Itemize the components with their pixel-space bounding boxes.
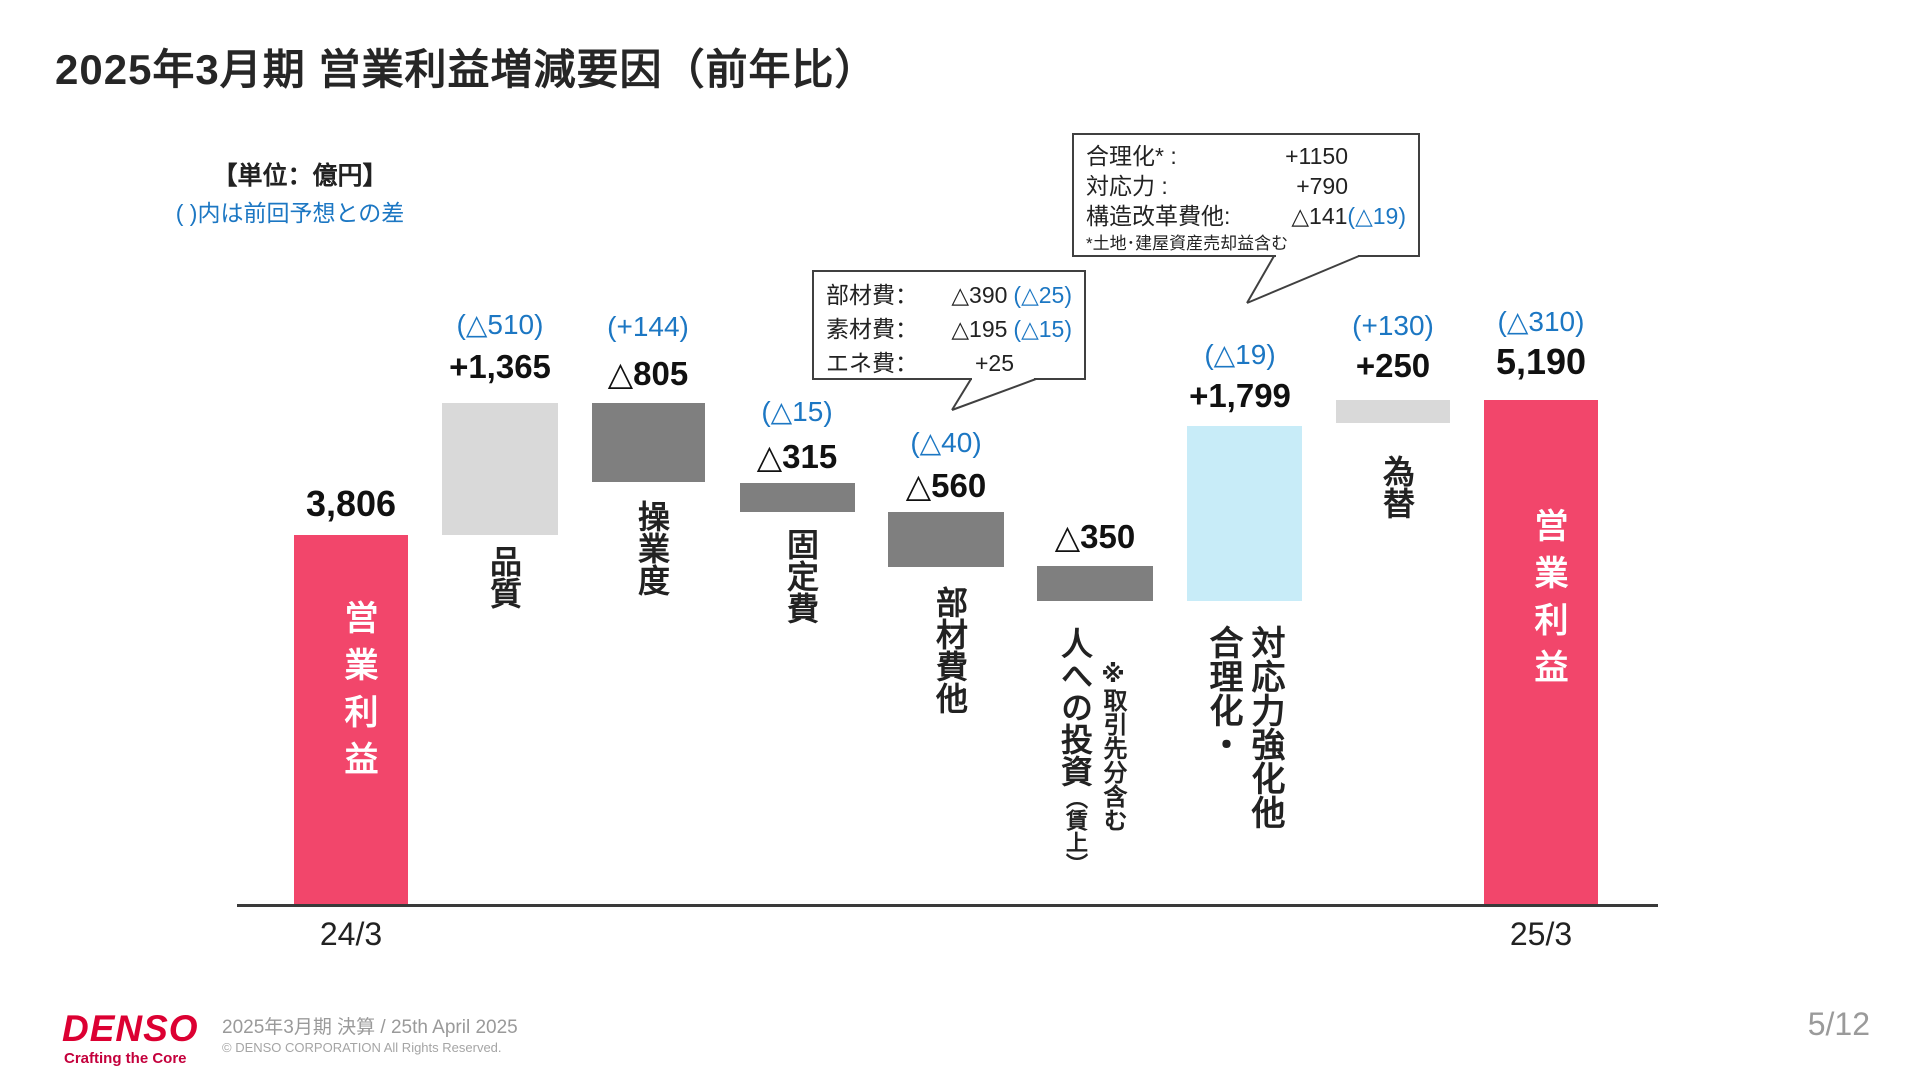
unit-label: 【単位：億円】 <box>212 162 388 190</box>
axis-label-24-3: 24/3 <box>319 916 383 952</box>
footer-event-title: 2025年3月期 決算 / 25th April 2025 <box>222 1017 518 1038</box>
bar-people-investment <box>1037 566 1153 601</box>
callout-value: △141 <box>1291 203 1348 229</box>
callout-rationalization-row: 対応力 : +790 <box>1086 171 1406 201</box>
category-people-investment: 人への投資（賃上） <box>1054 627 1138 875</box>
category-people-investment-main: 人への投資 <box>1057 627 1093 787</box>
bar-operating-profit-25-3 <box>1484 400 1598 904</box>
value-op-25-3: 5,190 <box>1495 341 1587 382</box>
forecast-diff-component-costs: (△40) <box>910 427 982 458</box>
forecast-diff-rationalization: (△19) <box>1204 339 1276 370</box>
callout-label: 部材費： <box>826 282 918 308</box>
callout-materials-row: 素材費： △195 (△15) <box>826 312 1072 346</box>
bar-operating-profit-24-3 <box>294 535 408 904</box>
callout-value: △195 <box>951 316 1008 342</box>
callout-materials-row: エネ費： +25 <box>826 346 1072 380</box>
category-quality: 品質 <box>486 545 522 609</box>
callout-value: △390 <box>951 282 1008 308</box>
callout-footnote: *土地･建屋資産売却益含む <box>1086 234 1289 253</box>
callout-label: 素材費： <box>826 316 918 342</box>
denso-logo: DENSO <box>62 1008 199 1049</box>
bar-fixed-costs <box>740 483 855 512</box>
callout-rationalization-row: 構造改革費他: △141 (△19) <box>1086 201 1406 231</box>
callout-materials-row: 部材費： △390 (△25) <box>826 278 1072 312</box>
axis-label-25-3: 25/3 <box>1509 916 1573 952</box>
bar-forex <box>1336 400 1450 423</box>
forecast-diff-op-25-3: (△310) <box>1497 306 1585 337</box>
forecast-diff-fixed-costs: (△15) <box>761 396 833 427</box>
value-forex: +250 <box>1355 347 1431 384</box>
value-fixed-costs: △315 <box>756 438 838 475</box>
callout-label: 構造改革費他: <box>1086 203 1231 229</box>
forecast-diff-operation-rate: (+144) <box>607 311 689 342</box>
bar-quality <box>442 403 558 535</box>
category-rationalization: 対応力強化他 合理化・ <box>1204 625 1284 829</box>
x-axis-line <box>237 904 1658 907</box>
forecast-diff-forex: (+130) <box>1352 310 1434 341</box>
value-quality: +1,365 <box>449 348 551 385</box>
page-title: 2025年3月期 営業利益増減要因（前年比） <box>55 46 878 93</box>
bar-rationalization <box>1187 426 1302 601</box>
bar-inner-label-25-3: 営業利益 <box>1529 508 1567 696</box>
category-operation-rate: 操業度 <box>634 500 670 596</box>
callout-rationalization: 合理化* : +1150 対応力 : +790 構造改革費他: △141 (△1… <box>1072 133 1420 257</box>
callout-label: エネ費： <box>826 350 918 376</box>
callout-forecast-diff: (△25) <box>1013 282 1072 308</box>
callout-forecast-diff: (△19) <box>1347 203 1406 229</box>
category-people-investment-sub: （賃上） <box>1063 787 1088 875</box>
callout-forecast-diff: (△15) <box>1013 316 1072 342</box>
footer-copyright: © DENSO CORPORATION All Rights Reserved. <box>222 1040 502 1055</box>
value-people-investment: △350 <box>1054 518 1136 555</box>
denso-logo-tagline: Crafting the Core <box>64 1050 187 1067</box>
value-rationalization: +1,799 <box>1189 377 1291 414</box>
value-operation-rate: △805 <box>607 355 689 392</box>
forecast-diff-quality: (△510) <box>456 309 544 340</box>
callout-value: +25 <box>974 350 1014 376</box>
category-people-investment-note: ※取引先分含む <box>1099 660 1126 832</box>
bar-inner-label-24-3: 営業利益 <box>339 600 377 788</box>
value-op-24-3: 3,806 <box>305 483 397 524</box>
bar-operation-rate <box>592 403 705 482</box>
callout-materials: 部材費： △390 (△25) 素材費： △195 (△15) エネ費： +25 <box>812 270 1086 380</box>
page-number: 5/12 <box>1807 1006 1870 1042</box>
forecast-diff-note: ( )内は前回予想との差 <box>175 200 405 226</box>
value-component-costs: △560 <box>905 467 987 504</box>
callout-value: +790 <box>1296 173 1348 199</box>
bar-component-costs <box>888 512 1004 567</box>
category-fixed-costs: 固定費 <box>783 528 819 624</box>
callout-rationalization-row: 合理化* : +1150 <box>1086 141 1406 171</box>
callout-label: 対応力 : <box>1086 173 1168 199</box>
category-forex: 為替 <box>1379 455 1415 519</box>
callout-value: +1150 <box>1285 143 1348 169</box>
category-component-costs: 部材費他 <box>932 586 968 714</box>
callout-label: 合理化* : <box>1086 143 1177 169</box>
